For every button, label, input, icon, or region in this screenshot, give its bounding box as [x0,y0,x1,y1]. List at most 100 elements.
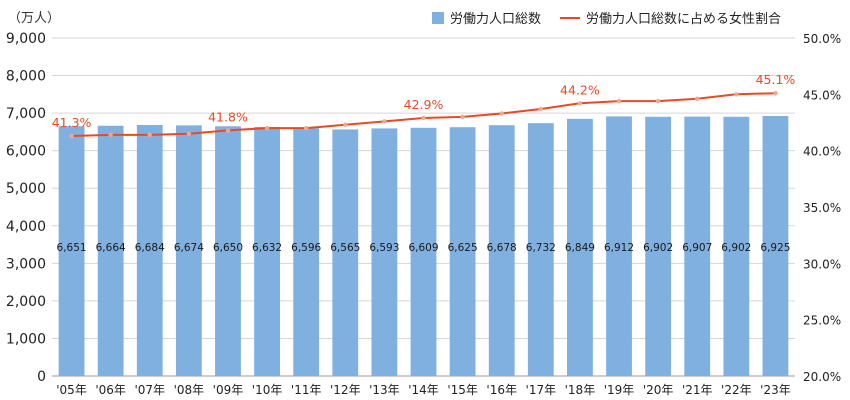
x-tick-label: '05年 [56,383,87,397]
y-left-tick-label: 6,000 [6,144,46,160]
bar-value-label: 6,593 [369,242,399,254]
line-series: 41.3% 41.8% 42.9% 44.2% 45.1% [52,72,796,139]
line-annotation: 42.9% [404,97,444,112]
bar-value-label: 6,912 [604,242,634,254]
bar-value-label: 6,609 [408,242,438,254]
line-point [69,133,74,139]
y-left-tick-label: 3,000 [6,256,46,272]
legend-line-label: 労働力人口総数に占める女性割合 [586,11,781,27]
y-left-tick-label: 0 [37,369,46,385]
y-left-tick-label: 4,000 [6,219,46,235]
bar [293,128,320,376]
bar [97,125,124,377]
bar [449,127,476,376]
bar-value-label: 6,664 [96,242,126,254]
x-tick-label: '18年 [565,383,596,397]
line-annotation: 41.8% [208,109,248,124]
bar [684,116,711,377]
line-annotation: 41.3% [52,115,92,130]
bar-value-label: 6,925 [760,242,790,254]
line-point [773,91,778,96]
bar [58,126,85,376]
line-point [538,106,544,112]
line-point [655,98,661,104]
y-right-axis: 20.0% 25.0% 30.0% 35.0% 40.0% 45.0% 50.0% [803,32,841,384]
bar-value-label: 6,565 [330,242,360,254]
x-tick-label: '19年 [604,383,635,397]
bar-value-label: 6,596 [291,242,321,254]
x-tick-label: '21年 [682,383,713,397]
bar [332,129,359,376]
bar [136,124,163,376]
x-tick-label: '16年 [486,383,517,397]
bar-value-label: 6,732 [526,242,556,254]
line-point [499,111,504,116]
bar-value-label: 6,684 [135,242,165,254]
legend-bar-label: 労働力人口総数 [450,12,541,27]
x-tick-label: '15年 [447,383,478,397]
bar [723,116,750,376]
legend-bar-swatch [432,12,444,24]
bar-value-label: 6,849 [565,242,595,254]
x-tick-label: '10年 [252,383,283,397]
bar-series [58,115,789,377]
line-point [264,125,270,131]
y-right-tick-label: 45.0% [803,88,841,102]
y-right-tick-label: 35.0% [803,201,841,215]
x-tick-label: '14年 [408,383,439,397]
line-point [186,131,192,136]
bar [645,116,672,376]
y-right-tick-label: 40.0% [803,145,841,159]
bar-value-label: 6,902 [721,242,751,254]
y-right-tick-label: 30.0% [803,257,841,271]
x-tick-label: '13年 [369,383,400,397]
bar-value-label: 6,678 [487,242,517,254]
legend: 労働力人口総数 労働力人口総数に占める女性割合 [432,11,781,27]
bar-value-label: 6,902 [643,242,673,254]
bar-value-label: 6,625 [448,242,478,254]
line-point [225,128,231,133]
bar [371,128,398,376]
x-tick-label: '08年 [174,383,205,397]
bar-value-label: 6,651 [57,242,87,254]
line-point [616,98,622,104]
y-right-tick-label: 20.0% [803,370,841,384]
bar-value-label: 6,907 [682,242,712,254]
bar [567,118,593,377]
line-point [734,92,739,97]
y-axis-unit-label: （万人） [8,11,60,26]
bar [175,125,202,377]
y-right-tick-label: 50.0% [803,32,841,46]
line-point [343,122,348,127]
x-tick-label: '20年 [643,383,674,397]
x-tick-label: '22年 [721,383,752,397]
line-annotation: 45.1% [756,72,796,87]
line-point [303,125,309,131]
bar-value-label: 6,650 [213,242,243,254]
x-tick-label: '07年 [134,383,165,397]
y-left-axis: 0 1,000 2,000 3,000 4,000 5,000 6,000 7,000 8,00… [6,31,46,385]
line-point [108,132,113,138]
line-point [147,132,152,138]
x-tick-label: '23年 [760,383,791,397]
x-tick-label: '11年 [291,383,322,397]
bar [410,127,437,376]
x-tick-label: '06年 [95,383,126,397]
bar [215,126,241,376]
y-right-tick-label: 25.0% [803,314,841,328]
x-tick-label: '09年 [213,383,244,397]
x-axis: '05年 '06年 '07年 '08年 '09年 '10年 '11年 '12年 '13年 '14年… [56,383,790,397]
bar-value-label: 6,674 [174,242,204,254]
y-left-tick-label: 9,000 [6,31,46,47]
bar [254,126,280,377]
y-left-tick-label: 8,000 [6,69,46,85]
bar [762,115,789,376]
line-point [695,96,700,102]
y-left-tick-label: 5,000 [6,181,46,197]
bar [606,116,632,376]
bar [527,123,554,377]
line-point [421,115,426,121]
line-annotation: 44.2% [560,82,600,97]
bar-value-labels: 6,651 6,664 6,684 6,674 6,650 6,632 6,596 6,565… [57,242,791,254]
